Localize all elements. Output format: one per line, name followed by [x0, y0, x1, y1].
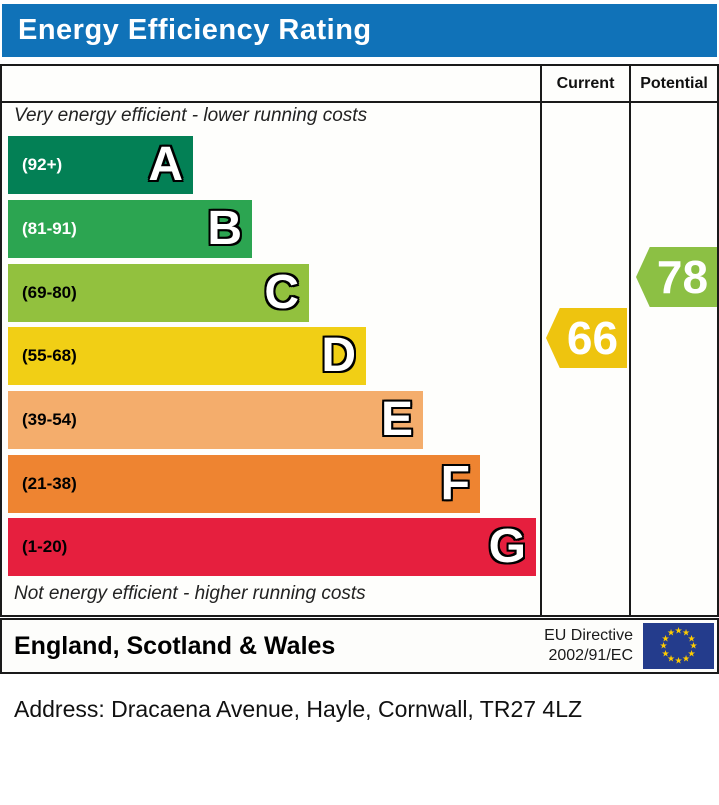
current-rating-value: 66 [566, 312, 619, 364]
region-label: England, Scotland & Wales [14, 631, 336, 660]
header-rule [2, 101, 717, 103]
rating-band-g: (1-20) G [8, 518, 536, 576]
band-range-label: (55-68) [22, 346, 77, 365]
potential-rating-value: 78 [656, 251, 709, 303]
flag-star: ★ [659, 640, 668, 651]
flag-star: ★ [661, 648, 670, 658]
band-letter: D [321, 329, 356, 382]
band-letter: B [207, 202, 242, 255]
flag-star: ★ [674, 625, 683, 636]
eu-directive-line1: EU Directive [544, 627, 633, 644]
flag-star: ★ [687, 633, 696, 643]
rating-band-b: (81-91) B [8, 200, 252, 258]
flag-star: ★ [666, 627, 676, 638]
band-letter: F [440, 457, 470, 510]
footer-bar: England, Scotland & Wales EU Directive 2… [0, 618, 719, 674]
band-range-label: (69-80) [22, 283, 77, 302]
potential-rating-marker: 78 [636, 247, 717, 307]
band-range-label: (92+) [22, 155, 63, 174]
flag-star: ★ [681, 627, 691, 638]
eu-flag-icon: ★ ★ ★ ★ ★ ★ ★ ★ ★ ★ ★ ★ [643, 623, 714, 669]
band-letter: G [488, 520, 526, 573]
page-title: Energy Efficiency Rating [18, 14, 372, 46]
rating-band-e: (39-54) E [8, 391, 423, 449]
band-range-label: (21-38) [22, 474, 77, 493]
eu-directive-line2: 2002/91/EC [548, 647, 633, 664]
potential-column-header: Potential [640, 75, 708, 92]
rating-band-c: (69-80) C [8, 264, 309, 322]
band-letter: A [148, 138, 183, 191]
address-line: Address: Dracaena Avenue, Hayle, Cornwal… [14, 696, 583, 722]
flag-star: ★ [687, 648, 696, 658]
flag-star: ★ [661, 633, 670, 643]
band-range-label: (39-54) [22, 410, 77, 429]
band-range-label: (81-91) [22, 219, 77, 238]
energy-rating-chart: Current Potential Very energy efficient … [0, 64, 719, 617]
eu-directive-label: EU Directive 2002/91/EC [544, 626, 633, 666]
caption-very-efficient: Very energy efficient - lower running co… [14, 105, 368, 126]
title-bar: Energy Efficiency Rating [2, 4, 717, 57]
rating-band-d: (55-68) D [8, 327, 366, 385]
current-column-header: Current [556, 75, 615, 92]
flag-star: ★ [674, 655, 683, 666]
band-range-label: (1-20) [22, 537, 68, 556]
flag-star: ★ [666, 653, 676, 664]
rating-band-a: (92+) A [8, 136, 193, 194]
rating-band-f: (21-38) F [8, 455, 480, 513]
caption-not-efficient: Not energy efficient - higher running co… [14, 583, 366, 604]
potential-column-divider [629, 66, 631, 615]
band-letter: E [380, 393, 413, 446]
band-letter: C [264, 266, 299, 319]
current-column-divider [540, 66, 542, 615]
flag-star: ★ [681, 653, 691, 664]
current-rating-marker: 66 [546, 308, 627, 368]
flag-star: ★ [689, 640, 698, 651]
